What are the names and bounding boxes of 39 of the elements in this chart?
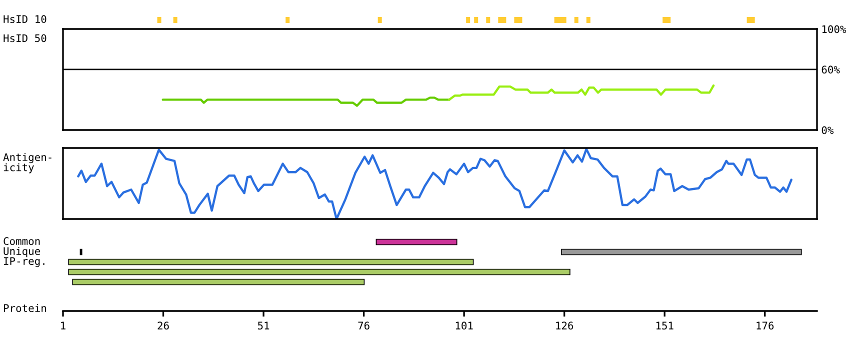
bar [68, 268, 570, 276]
y-tick-label: 0% [822, 126, 834, 134]
y-axis-title: HsID 50 [4, 34, 46, 42]
bar [574, 17, 578, 23]
bar [376, 238, 458, 246]
bar [378, 17, 382, 23]
y-tick-label: HsID 10 [4, 15, 46, 24]
x-axis-title: Protein [4, 304, 46, 312]
line-series [162, 96, 450, 107]
bar [486, 17, 490, 23]
x-tick-label: 76 [358, 322, 370, 330]
bar [554, 17, 566, 23]
bar [286, 17, 290, 23]
y-axis-title: Antigen- icity [3, 153, 52, 174]
bar [514, 17, 522, 23]
bar [586, 17, 590, 23]
bar [746, 17, 755, 23]
bar [157, 17, 162, 23]
category-label: Common [4, 237, 40, 246]
y-tick-label: 100% [822, 25, 846, 34]
bar [561, 248, 802, 256]
x-tick-label: 101 [456, 322, 473, 330]
bar [72, 278, 365, 286]
x-tick-label: 126 [556, 322, 574, 330]
bar [173, 17, 178, 23]
bar [68, 258, 474, 266]
x-tick-label: 151 [656, 322, 674, 330]
x-tick-label: 1 [61, 322, 66, 330]
bar [466, 17, 470, 23]
bar [498, 17, 506, 23]
x-tick-label: 26 [158, 322, 169, 330]
y-tick-label: 60% [822, 66, 840, 74]
x-tick-label: 176 [756, 322, 774, 330]
bar [474, 17, 478, 23]
line-series [448, 84, 715, 101]
category-label: IP-reg. [4, 257, 44, 268]
bar [662, 17, 671, 23]
x-tick-label: 51 [258, 322, 270, 330]
category-label: Unique [4, 246, 40, 258]
